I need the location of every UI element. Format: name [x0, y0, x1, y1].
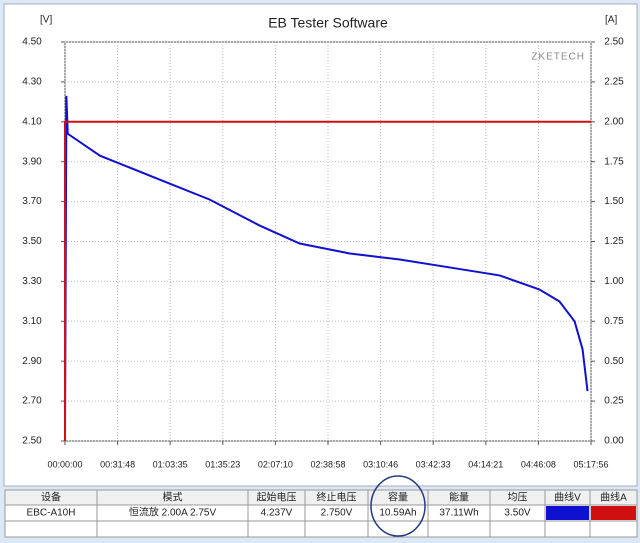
- table-cell: 10.59Ah: [379, 508, 416, 519]
- y-tick-label: 2.90: [22, 356, 42, 367]
- table-cell: 4.237V: [261, 508, 293, 519]
- x-tick-label: 04:14:21: [468, 459, 503, 469]
- table-header: 设备: [41, 491, 61, 504]
- y2-tick-label: 2.25: [604, 77, 624, 88]
- x-tick-label: 03:42:33: [416, 459, 451, 469]
- x-tick-label: 05:17:56: [573, 459, 608, 469]
- y-tick-label: 3.50: [22, 236, 42, 247]
- legend-swatch: [546, 506, 589, 520]
- table-header: 终止电压: [317, 491, 357, 504]
- series-line: [64, 120, 591, 441]
- y2-tick-label: 1.25: [604, 236, 624, 247]
- y-tick-label: 3.30: [22, 276, 42, 287]
- y2-tick-label: 0.75: [604, 316, 624, 327]
- chart-title: EB Tester Software: [268, 15, 388, 31]
- y-axis-label: [V]: [40, 15, 52, 26]
- x-tick-label: 04:46:08: [521, 459, 556, 469]
- legend-swatch: [591, 506, 636, 520]
- y-tick-label: 3.70: [22, 196, 42, 207]
- y-tick-label: 3.10: [22, 316, 42, 327]
- y2-tick-label: 2.50: [604, 37, 624, 48]
- table-cell: 恒流放 2.00A 2.75V: [129, 506, 217, 519]
- y-tick-label: 4.10: [22, 116, 42, 127]
- y-tick-label: 2.50: [22, 436, 42, 447]
- y-tick-label: 4.50: [22, 37, 42, 48]
- x-tick-label: 01:35:23: [205, 459, 240, 469]
- table-header: 容量: [388, 491, 408, 504]
- y2-tick-label: 0.25: [604, 396, 624, 407]
- table-cell: 3.50V: [504, 508, 530, 519]
- y2-tick-label: 1.75: [604, 156, 624, 167]
- x-tick-label: 02:38:58: [310, 459, 345, 469]
- y2-tick-label: 1.50: [604, 196, 624, 207]
- table-header: 曲线V: [554, 491, 581, 504]
- table-header-bg: [5, 490, 637, 505]
- table-cell: EBC-A10H: [27, 508, 76, 519]
- table-header: 曲线A: [600, 491, 627, 504]
- y-tick-label: 2.70: [22, 396, 42, 407]
- series-line: [64, 95, 589, 442]
- table-cell: 2.750V: [321, 508, 353, 519]
- y-tick-label: 3.90: [22, 156, 42, 167]
- y2-tick-label: 2.00: [604, 116, 624, 127]
- x-tick-label: 00:00:00: [47, 459, 82, 469]
- x-tick-label: 02:07:10: [258, 459, 293, 469]
- y2-tick-label: 0.00: [604, 436, 624, 447]
- x-tick-label: 01:03:35: [153, 459, 188, 469]
- y2-axis-label: [A]: [605, 15, 617, 26]
- table-header: 均压: [508, 492, 528, 504]
- x-tick-label: 00:31:48: [100, 459, 135, 469]
- table-header: 能量: [449, 491, 469, 504]
- y-tick-label: 4.30: [22, 77, 42, 88]
- highlight-circle: [370, 475, 426, 537]
- y2-tick-label: 0.50: [604, 356, 624, 367]
- x-tick-label: 03:10:46: [363, 459, 398, 469]
- table-cell: 37.11Wh: [439, 508, 478, 519]
- y2-tick-label: 1.00: [604, 276, 624, 287]
- table: 设备 模式 起始电压 终止电压 容量 能量 均压 曲线V 曲线A EBC-A10H 恒流放 2.00…: [4, 489, 638, 538]
- table-header: 起始电压: [257, 491, 297, 504]
- watermark: ZKETECH: [531, 52, 585, 63]
- table-header: 模式: [163, 491, 183, 504]
